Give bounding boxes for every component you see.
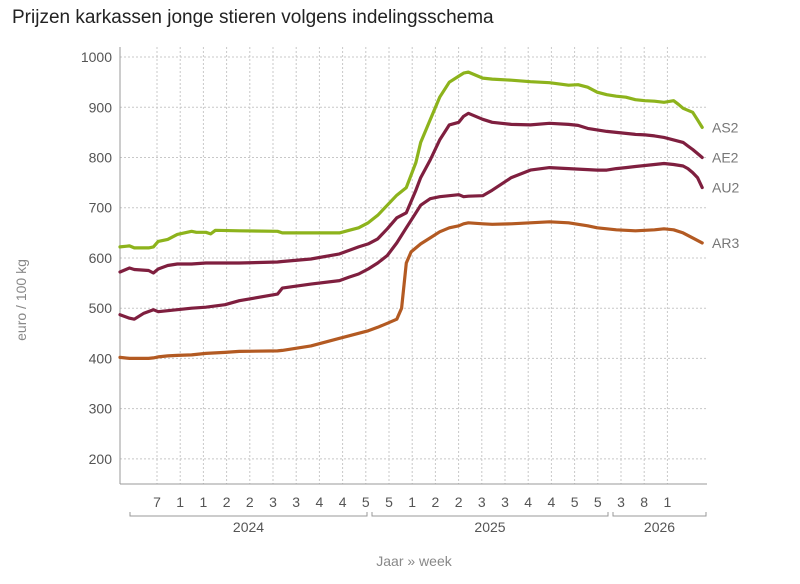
x-tick-label: 5: [571, 494, 579, 510]
series-label-au2: AU2: [712, 180, 739, 196]
series-line-ar3: [118, 220, 704, 360]
series-line-as2: [118, 70, 704, 250]
y-tick-label: 200: [89, 451, 113, 467]
x-tick-label: 1: [200, 494, 208, 510]
x-axis-title: Jaar » week: [376, 553, 452, 569]
x-tick-label: 2: [432, 494, 440, 510]
y-tick-label: 600: [89, 250, 113, 266]
x-tick-label: 3: [478, 494, 486, 510]
x-tick-label: 3: [501, 494, 509, 510]
x-tick-label: 2: [246, 494, 254, 510]
y-tick-label: 500: [89, 300, 113, 316]
x-tick-label: 1: [664, 494, 672, 510]
x-tick-label: 1: [176, 494, 184, 510]
y-tick-label: 1000: [81, 49, 112, 65]
chart-title: Prijzen karkassen jonge stieren volgens …: [12, 7, 494, 28]
x-tick-label: 1: [408, 494, 416, 510]
y-tick-label: 700: [89, 200, 113, 216]
series-lines: [118, 70, 704, 360]
x-tick-label: 4: [339, 494, 347, 510]
grid: [120, 47, 707, 484]
year-bracket: [371, 512, 609, 517]
x-tick-label: 5: [594, 494, 602, 510]
series-labels: AS2 AE2 AU2 AR3: [712, 119, 739, 251]
y-tick-label: 900: [89, 99, 113, 115]
year-bracket: [129, 512, 368, 517]
x-tick-label: 8: [640, 494, 648, 510]
x-tick-label: 5: [362, 494, 370, 510]
x-tick-label: 3: [617, 494, 625, 510]
x-tick-label: 3: [269, 494, 277, 510]
x-tick-label: 3: [292, 494, 300, 510]
x-tick-label: 5: [385, 494, 393, 510]
year-label: 2024: [233, 519, 264, 535]
year-label: 2026: [644, 519, 675, 535]
x-tick-label: 2: [223, 494, 231, 510]
x-tick-label: 7: [153, 494, 161, 510]
year-bracket: [612, 512, 707, 517]
series-label-ar3: AR3: [712, 235, 739, 251]
series-line-ae2: [118, 111, 704, 275]
y-tick-label: 300: [89, 401, 113, 417]
y-axis-title: euro / 100 kg: [13, 259, 29, 341]
series-label-as2: AS2: [712, 119, 739, 135]
x-tick-label: 2: [455, 494, 463, 510]
x-tick-label: 4: [548, 494, 556, 510]
y-tick-label: 800: [89, 150, 113, 166]
series-label-ae2: AE2: [712, 150, 739, 166]
y-tick-label: 400: [89, 350, 113, 366]
series-line-au2: [118, 161, 704, 321]
x-tick-label: 4: [316, 494, 324, 510]
year-label: 2025: [474, 519, 505, 535]
x-tick-label: 4: [524, 494, 532, 510]
